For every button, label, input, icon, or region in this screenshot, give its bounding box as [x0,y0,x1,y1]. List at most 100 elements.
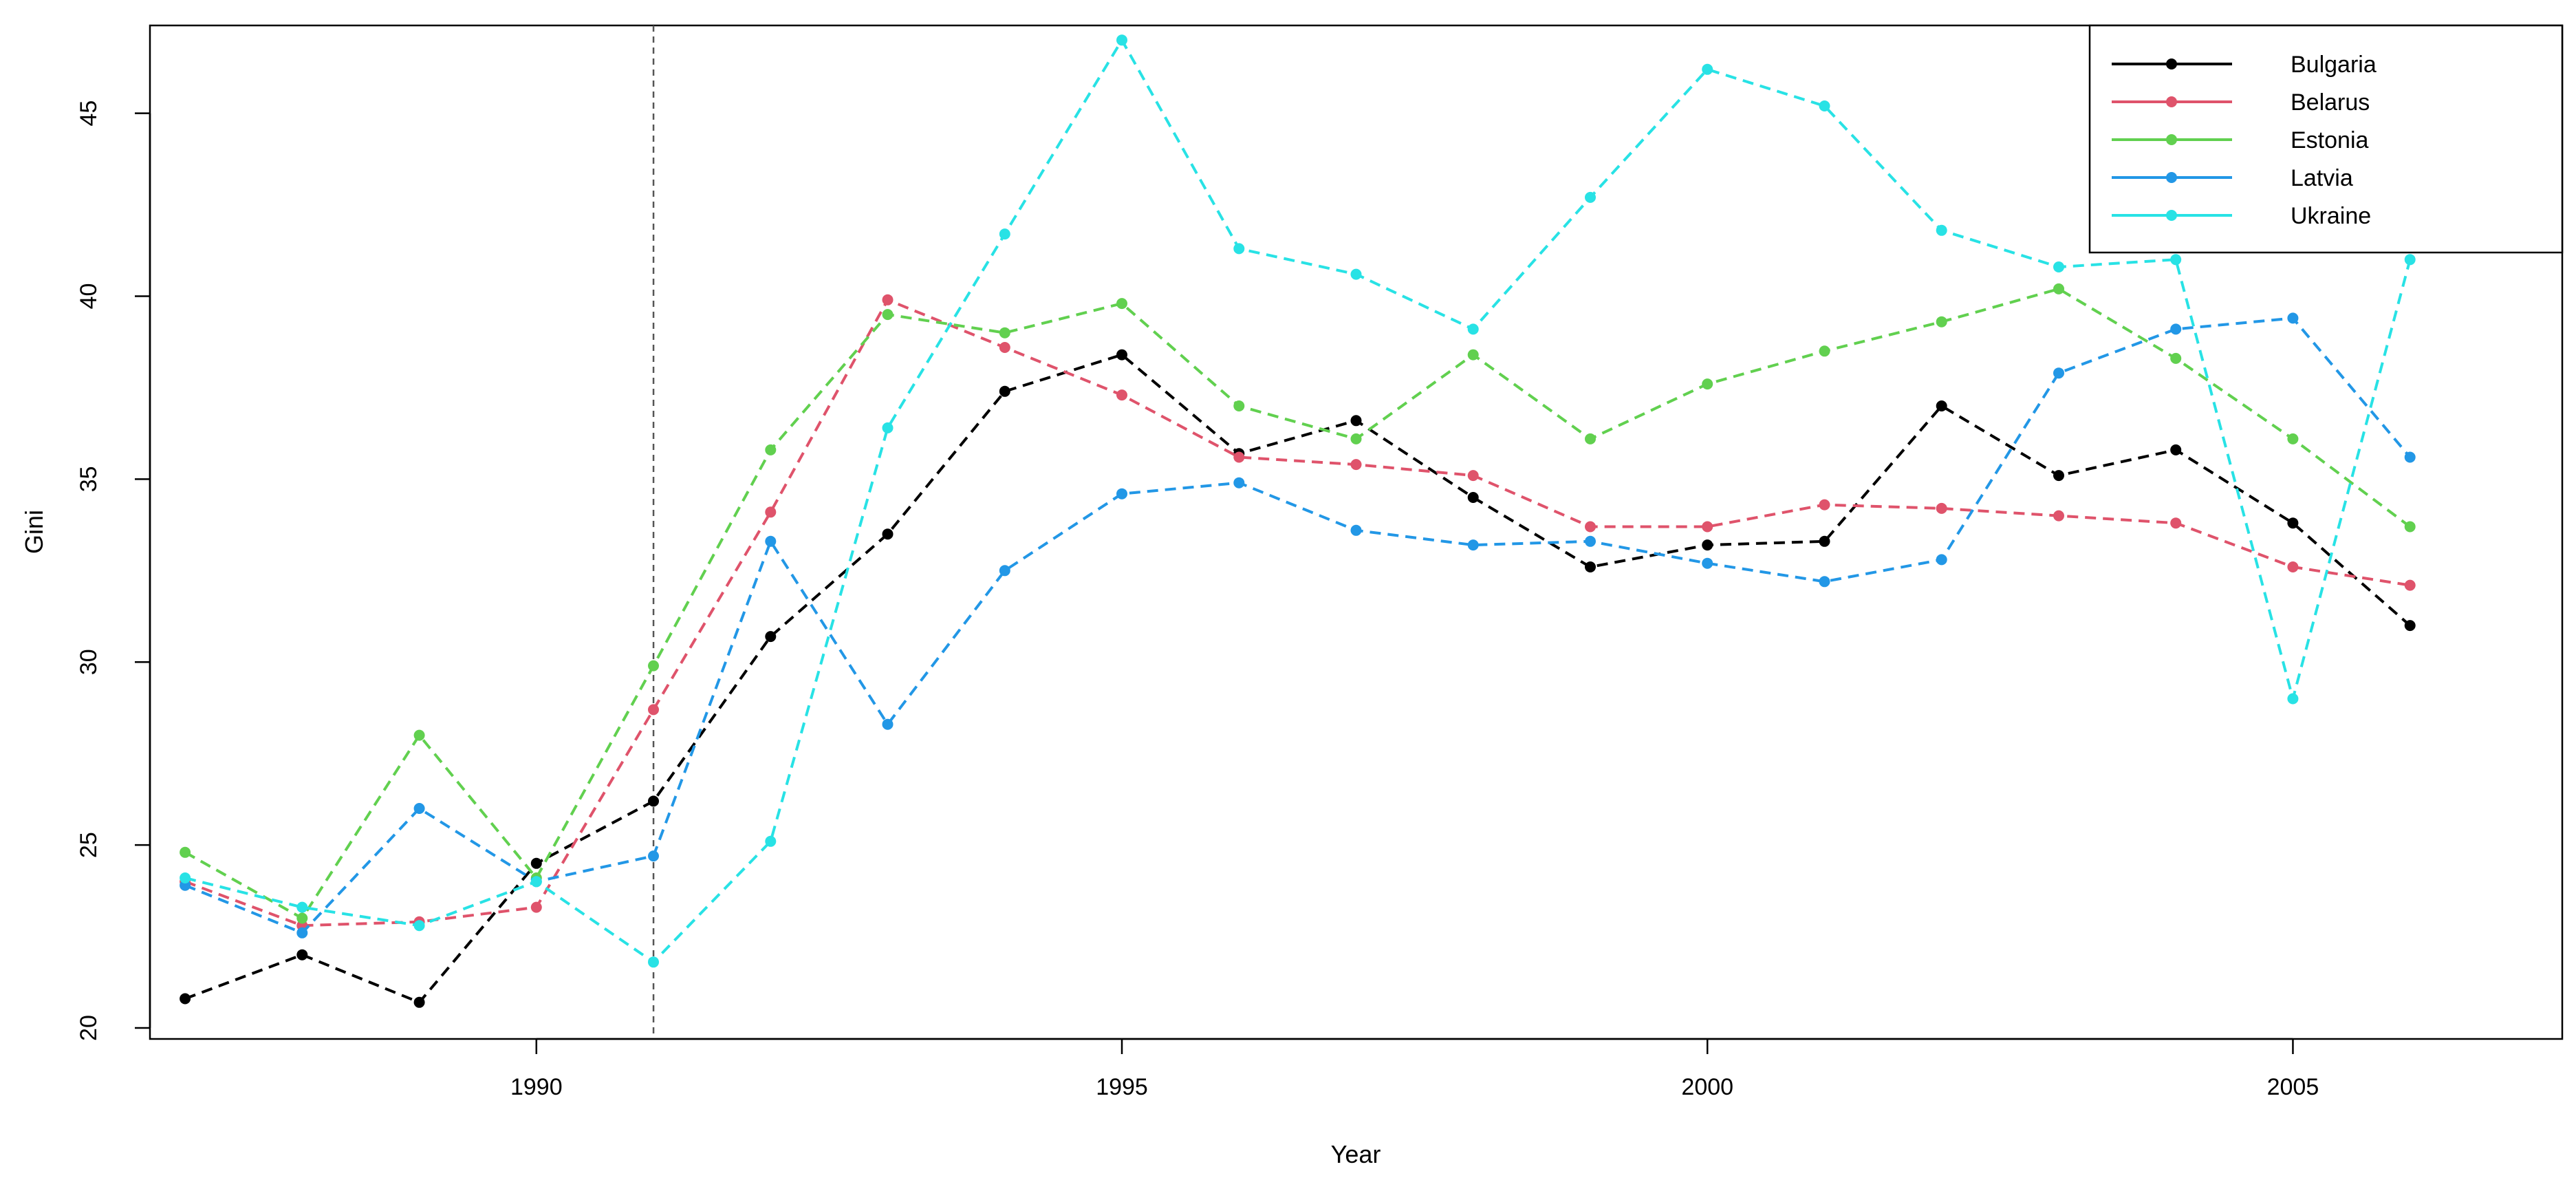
legend-swatch-point [2166,210,2177,221]
data-point-ukraine [1936,224,1947,236]
data-point-latvia [1233,477,1245,489]
data-point-estonia [999,327,1010,339]
data-point-bulgaria [1585,561,1596,572]
x-axis-label: Year [1331,1140,1381,1168]
y-tick-label: 45 [76,100,102,127]
data-point-ukraine [296,901,308,913]
series-line-latvia [184,317,2412,934]
data-point-belarus [882,294,894,305]
data-point-belarus [1350,459,1362,471]
data-point-belarus [1702,521,1713,533]
legend-swatch-point [2166,134,2177,145]
series-estonia [180,283,2416,924]
legend-item-ukraine: Ukraine [2112,203,2371,229]
data-point-latvia [1585,535,1596,547]
data-point-latvia [296,927,308,938]
data-point-estonia [648,660,659,672]
data-point-estonia [180,846,191,858]
series-line-belarus [184,298,2411,927]
data-point-ukraine [180,872,191,883]
data-point-bulgaria [296,949,308,961]
data-point-ukraine [1233,243,1245,255]
legend-swatch-point [2166,58,2177,69]
y-tick-label: 35 [76,466,102,492]
data-point-bulgaria [2053,470,2064,482]
x-tick-label: 2005 [2267,1074,2319,1100]
data-point-bulgaria [1116,349,1127,361]
data-point-belarus [2053,510,2064,522]
data-point-belarus [2170,517,2182,529]
series-line-ukraine [184,39,2412,964]
data-point-ukraine [1350,268,1362,280]
data-point-estonia [1467,349,1479,361]
data-point-bulgaria [1467,492,1479,503]
data-point-estonia [1350,433,1362,444]
data-point-latvia [1116,488,1127,500]
data-point-bulgaria [1936,400,1947,411]
data-point-ukraine [648,956,659,968]
data-point-belarus [1936,502,1947,514]
data-point-estonia [1702,378,1713,390]
data-point-estonia [1585,433,1596,444]
legend-item-latvia: Latvia [2112,165,2353,191]
data-point-estonia [882,309,894,321]
data-point-estonia [413,729,425,741]
data-point-estonia [2170,352,2182,364]
data-point-bulgaria [530,857,542,869]
x-tick-label: 2000 [1681,1074,1733,1100]
data-point-ukraine [2170,254,2182,266]
data-point-latvia [882,718,894,730]
data-point-belarus [1819,499,1830,511]
data-point-estonia [1233,400,1245,411]
y-tick-label: 30 [76,649,102,675]
data-point-bulgaria [765,631,777,643]
data-point-ukraine [530,876,542,888]
legend-label: Bulgaria [2291,52,2377,78]
data-point-bulgaria [648,795,659,807]
data-point-bulgaria [999,385,1010,397]
data-point-ukraine [2053,261,2064,272]
data-point-belarus [530,901,542,913]
data-point-estonia [1116,298,1127,310]
data-point-ukraine [1585,191,1596,203]
data-point-belarus [2404,579,2416,591]
data-point-bulgaria [2404,620,2416,632]
data-point-ukraine [413,920,425,932]
data-point-ukraine [1702,63,1713,75]
series-line-bulgaria [184,353,2412,1004]
legend-label: Estonia [2291,127,2368,153]
data-point-latvia [2287,312,2299,324]
data-point-ukraine [1819,100,1830,111]
data-point-estonia [296,912,308,924]
data-point-latvia [765,535,777,547]
legend-label: Belarus [2291,89,2370,116]
data-point-ukraine [1467,323,1479,335]
data-point-latvia [1467,539,1479,551]
data-point-bulgaria [1819,535,1830,547]
data-point-bulgaria [2170,444,2182,455]
legend-label: Latvia [2291,165,2353,191]
series-latvia [180,312,2416,938]
data-point-latvia [648,850,659,862]
y-tick-label: 40 [76,283,102,310]
data-point-estonia [2287,433,2299,444]
data-point-belarus [765,506,777,518]
data-point-estonia [1819,345,1830,357]
data-point-belarus [999,342,1010,353]
data-point-ukraine [2287,693,2299,705]
series-belarus [180,294,2416,932]
data-point-ukraine [882,422,894,433]
data-point-estonia [1936,316,1947,328]
data-point-estonia [2053,283,2064,294]
legend-swatch-point [2166,172,2177,183]
data-point-belarus [2287,561,2299,572]
data-point-ukraine [999,228,1010,240]
x-tick-label: 1995 [1096,1074,1148,1100]
y-tick-label: 20 [76,1015,102,1041]
data-point-belarus [1233,451,1245,463]
series-ukraine [180,34,2416,968]
data-point-ukraine [2404,254,2416,266]
data-point-latvia [1819,576,1830,588]
